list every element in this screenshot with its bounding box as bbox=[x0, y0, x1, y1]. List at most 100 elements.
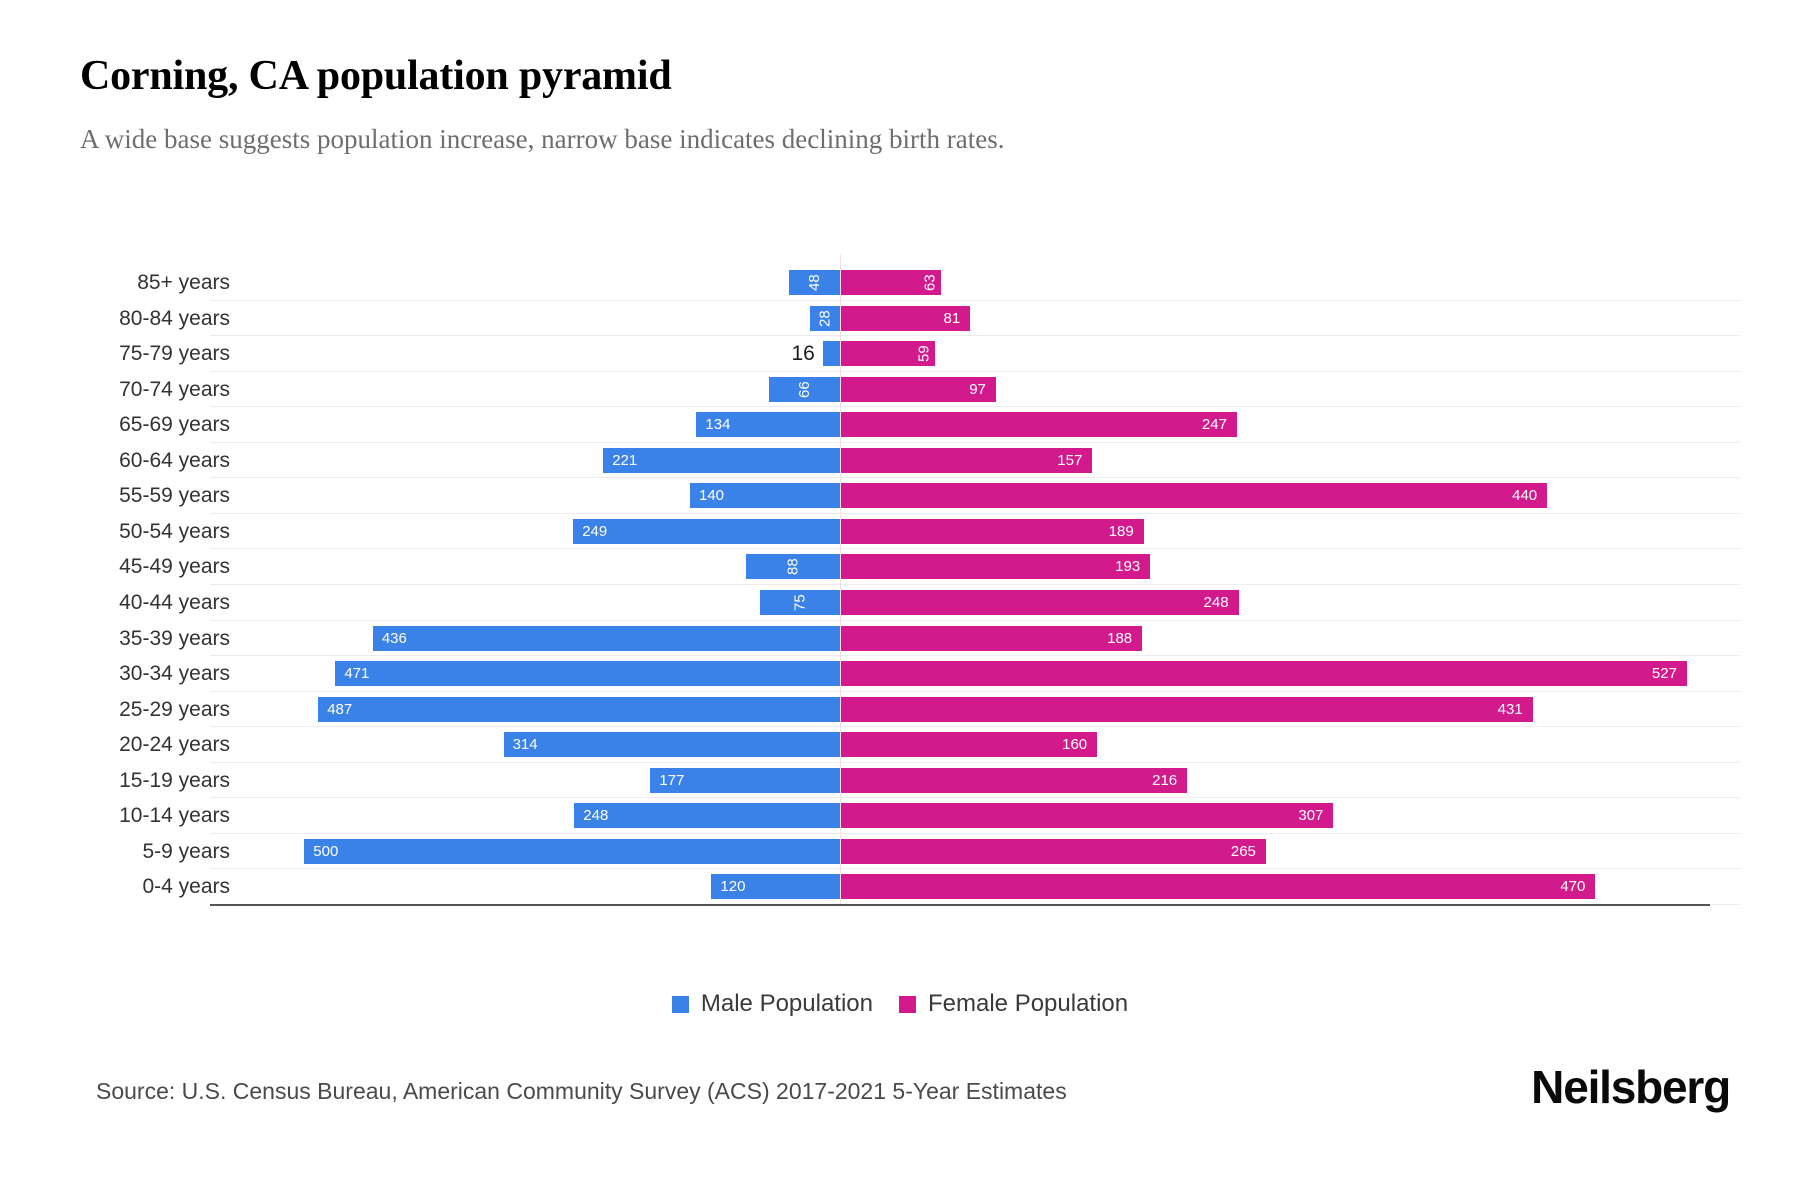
y-axis-label: 85+ years bbox=[137, 271, 230, 294]
female-bar[interactable] bbox=[840, 270, 942, 295]
female-bar[interactable] bbox=[840, 341, 935, 367]
female-bar[interactable] bbox=[840, 732, 1098, 758]
bar-row: 471 527 bbox=[240, 656, 1740, 692]
female-bar[interactable] bbox=[840, 838, 1266, 864]
gridline bbox=[210, 761, 1740, 763]
bar-row: 487 431 bbox=[240, 692, 1740, 728]
bar-row: 314 160 bbox=[240, 727, 1740, 763]
y-axis-label: 65-69 years bbox=[119, 413, 230, 437]
male-bar[interactable] bbox=[759, 590, 840, 615]
male-bar[interactable] bbox=[650, 767, 840, 793]
male-bar[interactable] bbox=[745, 554, 840, 580]
male-bar[interactable] bbox=[810, 305, 840, 331]
male-bar[interactable] bbox=[573, 518, 840, 544]
legend-item-female[interactable]: Female Population bbox=[899, 990, 1128, 1018]
y-axis-labels: 85+ years 80-84 years 75-79 years 70-74 yea… bbox=[50, 265, 230, 905]
female-bar[interactable] bbox=[840, 518, 1144, 544]
female-bar[interactable] bbox=[840, 696, 1533, 722]
female-bar[interactable] bbox=[840, 412, 1237, 438]
gridline bbox=[210, 619, 1740, 621]
y-axis-label: 70-74 years bbox=[119, 377, 230, 401]
brand-logo: Neilsberg bbox=[1531, 1061, 1731, 1113]
male-bar[interactable] bbox=[574, 803, 840, 829]
male-bar[interactable] bbox=[788, 270, 840, 295]
gridline bbox=[210, 548, 1740, 550]
bar-row: 48 63 bbox=[240, 265, 1740, 301]
y-axis-label: 35-39 years bbox=[119, 626, 230, 650]
y-axis-label: 45-49 years bbox=[119, 555, 230, 579]
male-bar[interactable] bbox=[372, 625, 840, 651]
female-bar[interactable] bbox=[840, 447, 1093, 473]
gridline bbox=[210, 512, 1740, 514]
female-bar[interactable] bbox=[840, 661, 1687, 687]
gridline bbox=[210, 370, 1740, 372]
y-axis-label: 60-64 years bbox=[119, 448, 230, 472]
gridline bbox=[210, 406, 1740, 408]
bar-row: 500 265 bbox=[240, 834, 1740, 870]
y-axis-label: 50-54 years bbox=[119, 519, 230, 543]
y-axis-label: 15-19 years bbox=[119, 768, 230, 792]
male-bar[interactable] bbox=[503, 732, 840, 758]
y-axis-label: 30-34 years bbox=[119, 662, 230, 686]
bar-row: 436 188 bbox=[240, 621, 1740, 657]
y-axis-label: 25-29 years bbox=[119, 697, 230, 721]
gridline bbox=[210, 584, 1740, 585]
female-bar[interactable] bbox=[840, 767, 1188, 793]
bar-row: 28 81 bbox=[240, 301, 1740, 337]
bar-row: 120 470 bbox=[240, 869, 1740, 905]
gridline bbox=[210, 655, 1740, 657]
gridline bbox=[210, 441, 1740, 443]
bar-row: 16 59 bbox=[240, 336, 1740, 372]
male-bar[interactable] bbox=[822, 341, 840, 367]
male-bar[interactable] bbox=[318, 696, 840, 722]
bar-row: 248 307 bbox=[240, 798, 1740, 834]
male-bar[interactable] bbox=[690, 483, 840, 509]
female-bar[interactable] bbox=[840, 305, 971, 331]
bar-row: 75 248 bbox=[240, 585, 1740, 621]
bar-row: 249 189 bbox=[240, 514, 1740, 550]
gridline bbox=[210, 726, 1740, 728]
male-bar[interactable] bbox=[696, 412, 840, 438]
female-bar[interactable] bbox=[840, 625, 1143, 651]
male-bar-value: 16 bbox=[791, 341, 815, 365]
male-bar[interactable] bbox=[335, 661, 840, 687]
legend-label-female: Female Population bbox=[928, 990, 1129, 1017]
y-axis-label: 5-9 years bbox=[142, 839, 230, 863]
gridline bbox=[210, 299, 1740, 301]
y-axis-label: 20-24 years bbox=[119, 733, 230, 757]
female-bar[interactable] bbox=[840, 376, 996, 402]
gridline bbox=[210, 690, 1740, 692]
male-bar[interactable] bbox=[711, 874, 840, 900]
y-axis-label: 75-79 years bbox=[119, 342, 230, 366]
center-axis-line bbox=[840, 255, 841, 905]
male-bar[interactable] bbox=[769, 376, 840, 402]
page-title: Corning, CA population pyramid bbox=[80, 53, 672, 99]
legend-label-male: Male Population bbox=[700, 990, 873, 1017]
female-bar[interactable] bbox=[840, 874, 1596, 900]
source-note: Source: U.S. Census Bureau, American Com… bbox=[96, 1078, 1067, 1104]
y-axis-label: 55-59 years bbox=[119, 484, 230, 508]
y-axis-label: 80-84 years bbox=[119, 306, 230, 330]
x-axis-baseline bbox=[210, 904, 1710, 906]
y-axis-label: 40-44 years bbox=[119, 591, 230, 614]
gridline bbox=[210, 832, 1740, 834]
female-bar[interactable] bbox=[840, 803, 1334, 829]
female-bar[interactable] bbox=[840, 554, 1151, 580]
bar-row: 221 157 bbox=[240, 443, 1740, 479]
male-bar[interactable] bbox=[304, 838, 840, 864]
gridline bbox=[210, 335, 1740, 337]
bar-row: 88 193 bbox=[240, 549, 1740, 585]
female-bar[interactable] bbox=[840, 590, 1239, 615]
legend-item-male[interactable]: Male Population bbox=[671, 990, 873, 1018]
male-color-swatch-icon bbox=[671, 995, 689, 1013]
bar-row: 134 247 bbox=[240, 407, 1740, 443]
female-bar[interactable] bbox=[840, 483, 1548, 509]
gridline bbox=[210, 868, 1740, 870]
y-axis-label: 0-4 years bbox=[142, 875, 230, 899]
gridline bbox=[210, 797, 1740, 799]
gridline bbox=[210, 477, 1740, 479]
male-bar[interactable] bbox=[603, 447, 840, 473]
bar-row: 66 97 bbox=[240, 372, 1740, 408]
bar-row: 140 440 bbox=[240, 478, 1740, 514]
